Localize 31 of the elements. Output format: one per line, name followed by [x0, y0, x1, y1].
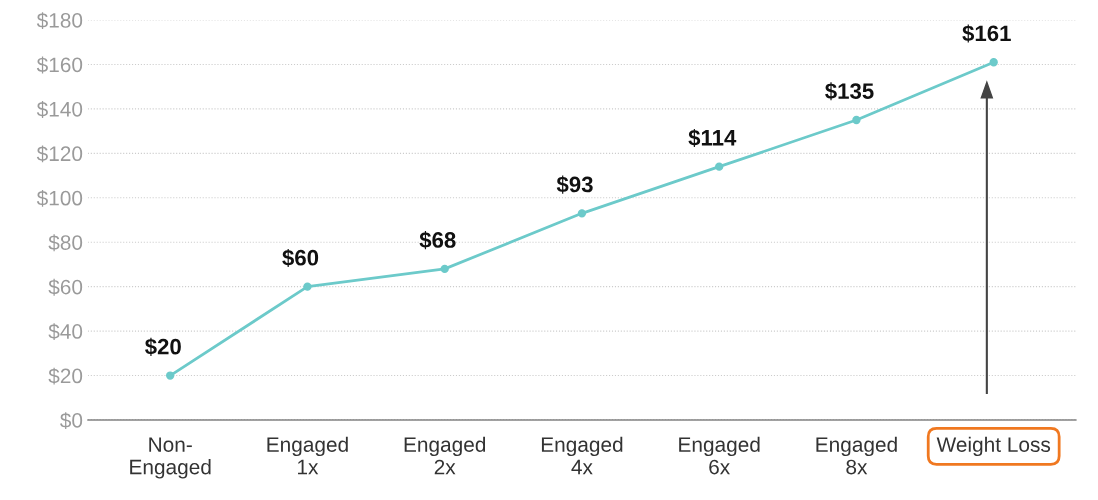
point [715, 162, 724, 171]
point [577, 209, 587, 218]
y-tick-label: $20 [48, 367, 83, 385]
x-tick-label: Engaged 4x [541, 436, 623, 475]
y-tick-label: $40 [48, 323, 83, 341]
y-tick-label: $0 [60, 412, 83, 429]
y-tick-label: $160 [36, 56, 83, 74]
data-label: $68 [419, 231, 456, 250]
data-label: $93 [556, 175, 593, 194]
y-tick-label: $120 [36, 145, 83, 163]
x-tick-label: Non- Engaged [130, 437, 211, 479]
data-label: $20 [145, 337, 181, 356]
point [989, 58, 998, 67]
data-label: $114 [688, 128, 737, 148]
x-tick-label: Weight Loss [936, 436, 1051, 457]
x-tick-label: Engaged 6x [679, 436, 760, 475]
y-tick-label: $180 [36, 12, 83, 29]
y-tick-label: $80 [48, 234, 83, 252]
point [440, 264, 449, 274]
x-tick-label: Engaged 2x [404, 436, 486, 475]
data-label: $60 [282, 248, 319, 268]
x-tick-label: Engaged 1x [267, 436, 348, 475]
y-tick-label: $60 [48, 278, 83, 296]
data-label: $161 [962, 24, 1011, 43]
point [852, 115, 861, 125]
x-tick-label: Engaged 8x [816, 436, 897, 475]
y-tick-label: $100 [36, 189, 83, 207]
data-label: $135 [825, 82, 874, 101]
point [303, 282, 312, 291]
y-tick-label: $140 [36, 101, 83, 118]
point [166, 371, 175, 380]
